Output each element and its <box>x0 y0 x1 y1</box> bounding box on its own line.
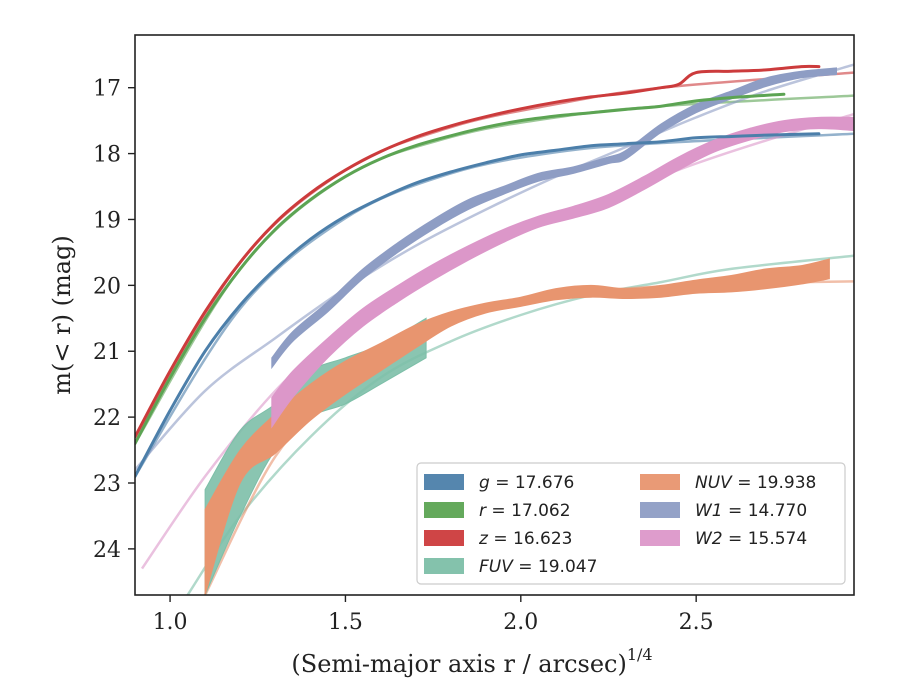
y-axis-ticks: 17 18 19 20 21 22 23 24 <box>93 77 135 563</box>
fit-line-fuv <box>186 254 854 595</box>
x-tick-label: 1.0 <box>153 610 188 635</box>
y-tick-label: 20 <box>93 274 121 299</box>
profile-band-w2 <box>271 116 854 429</box>
x-axis-ticks: 1.0 1.5 2.0 2.5 <box>153 595 714 635</box>
y-axis-label: m(< r) (mag) <box>48 235 76 394</box>
legend-label-r: r = 17.062 <box>479 501 571 521</box>
profile-band-nuv <box>204 258 830 595</box>
y-tick-label: 22 <box>93 406 121 431</box>
legend-swatch-fuv <box>424 558 464 574</box>
y-tick-label: 18 <box>93 143 121 168</box>
legend-label-z: z = 16.623 <box>478 529 572 549</box>
x-axis-label: (Semi-major axis r / arcsec)1/4 <box>291 645 652 678</box>
legend-swatch-g <box>424 474 464 490</box>
legend-swatch-nuv <box>640 474 680 490</box>
legend-swatch-w2 <box>640 530 680 546</box>
y-tick-label: 24 <box>93 538 121 563</box>
legend-label-w1: W1 = 14.770 <box>695 501 807 521</box>
profile-band-w1 <box>271 67 837 370</box>
legend-swatch-w1 <box>640 502 680 518</box>
profile-band-z <box>135 64 821 439</box>
legend-label-nuv: NUV = 19.938 <box>695 473 816 493</box>
x-tick-label: 1.5 <box>328 610 363 635</box>
legend: g = 17.676 r = 17.062 z = 16.623 FUV = 19.0… <box>416 462 846 585</box>
x-tick-label: 2.0 <box>503 610 538 635</box>
profile-band-g <box>135 132 821 478</box>
legend-frame <box>416 462 846 585</box>
fit-line-w1 <box>135 63 854 471</box>
legend-swatch-r <box>424 502 464 518</box>
profile-bands <box>135 64 854 595</box>
x-tick-label: 2.5 <box>679 610 714 635</box>
y-tick-label: 23 <box>93 472 121 497</box>
y-tick-label: 21 <box>93 340 121 365</box>
legend-label-w2: W2 = 15.574 <box>695 529 807 549</box>
x-axis-label-exponent: 1/4 <box>627 645 653 664</box>
plot-frame <box>134 34 855 596</box>
profile-band-r <box>135 92 786 445</box>
legend-label-fuv: FUV = 19.047 <box>479 557 597 577</box>
y-tick-label: 19 <box>93 208 121 233</box>
legend-swatch-z <box>424 530 464 546</box>
legend-label-g: g = 17.676 <box>479 473 574 493</box>
y-tick-label: 17 <box>93 77 121 102</box>
